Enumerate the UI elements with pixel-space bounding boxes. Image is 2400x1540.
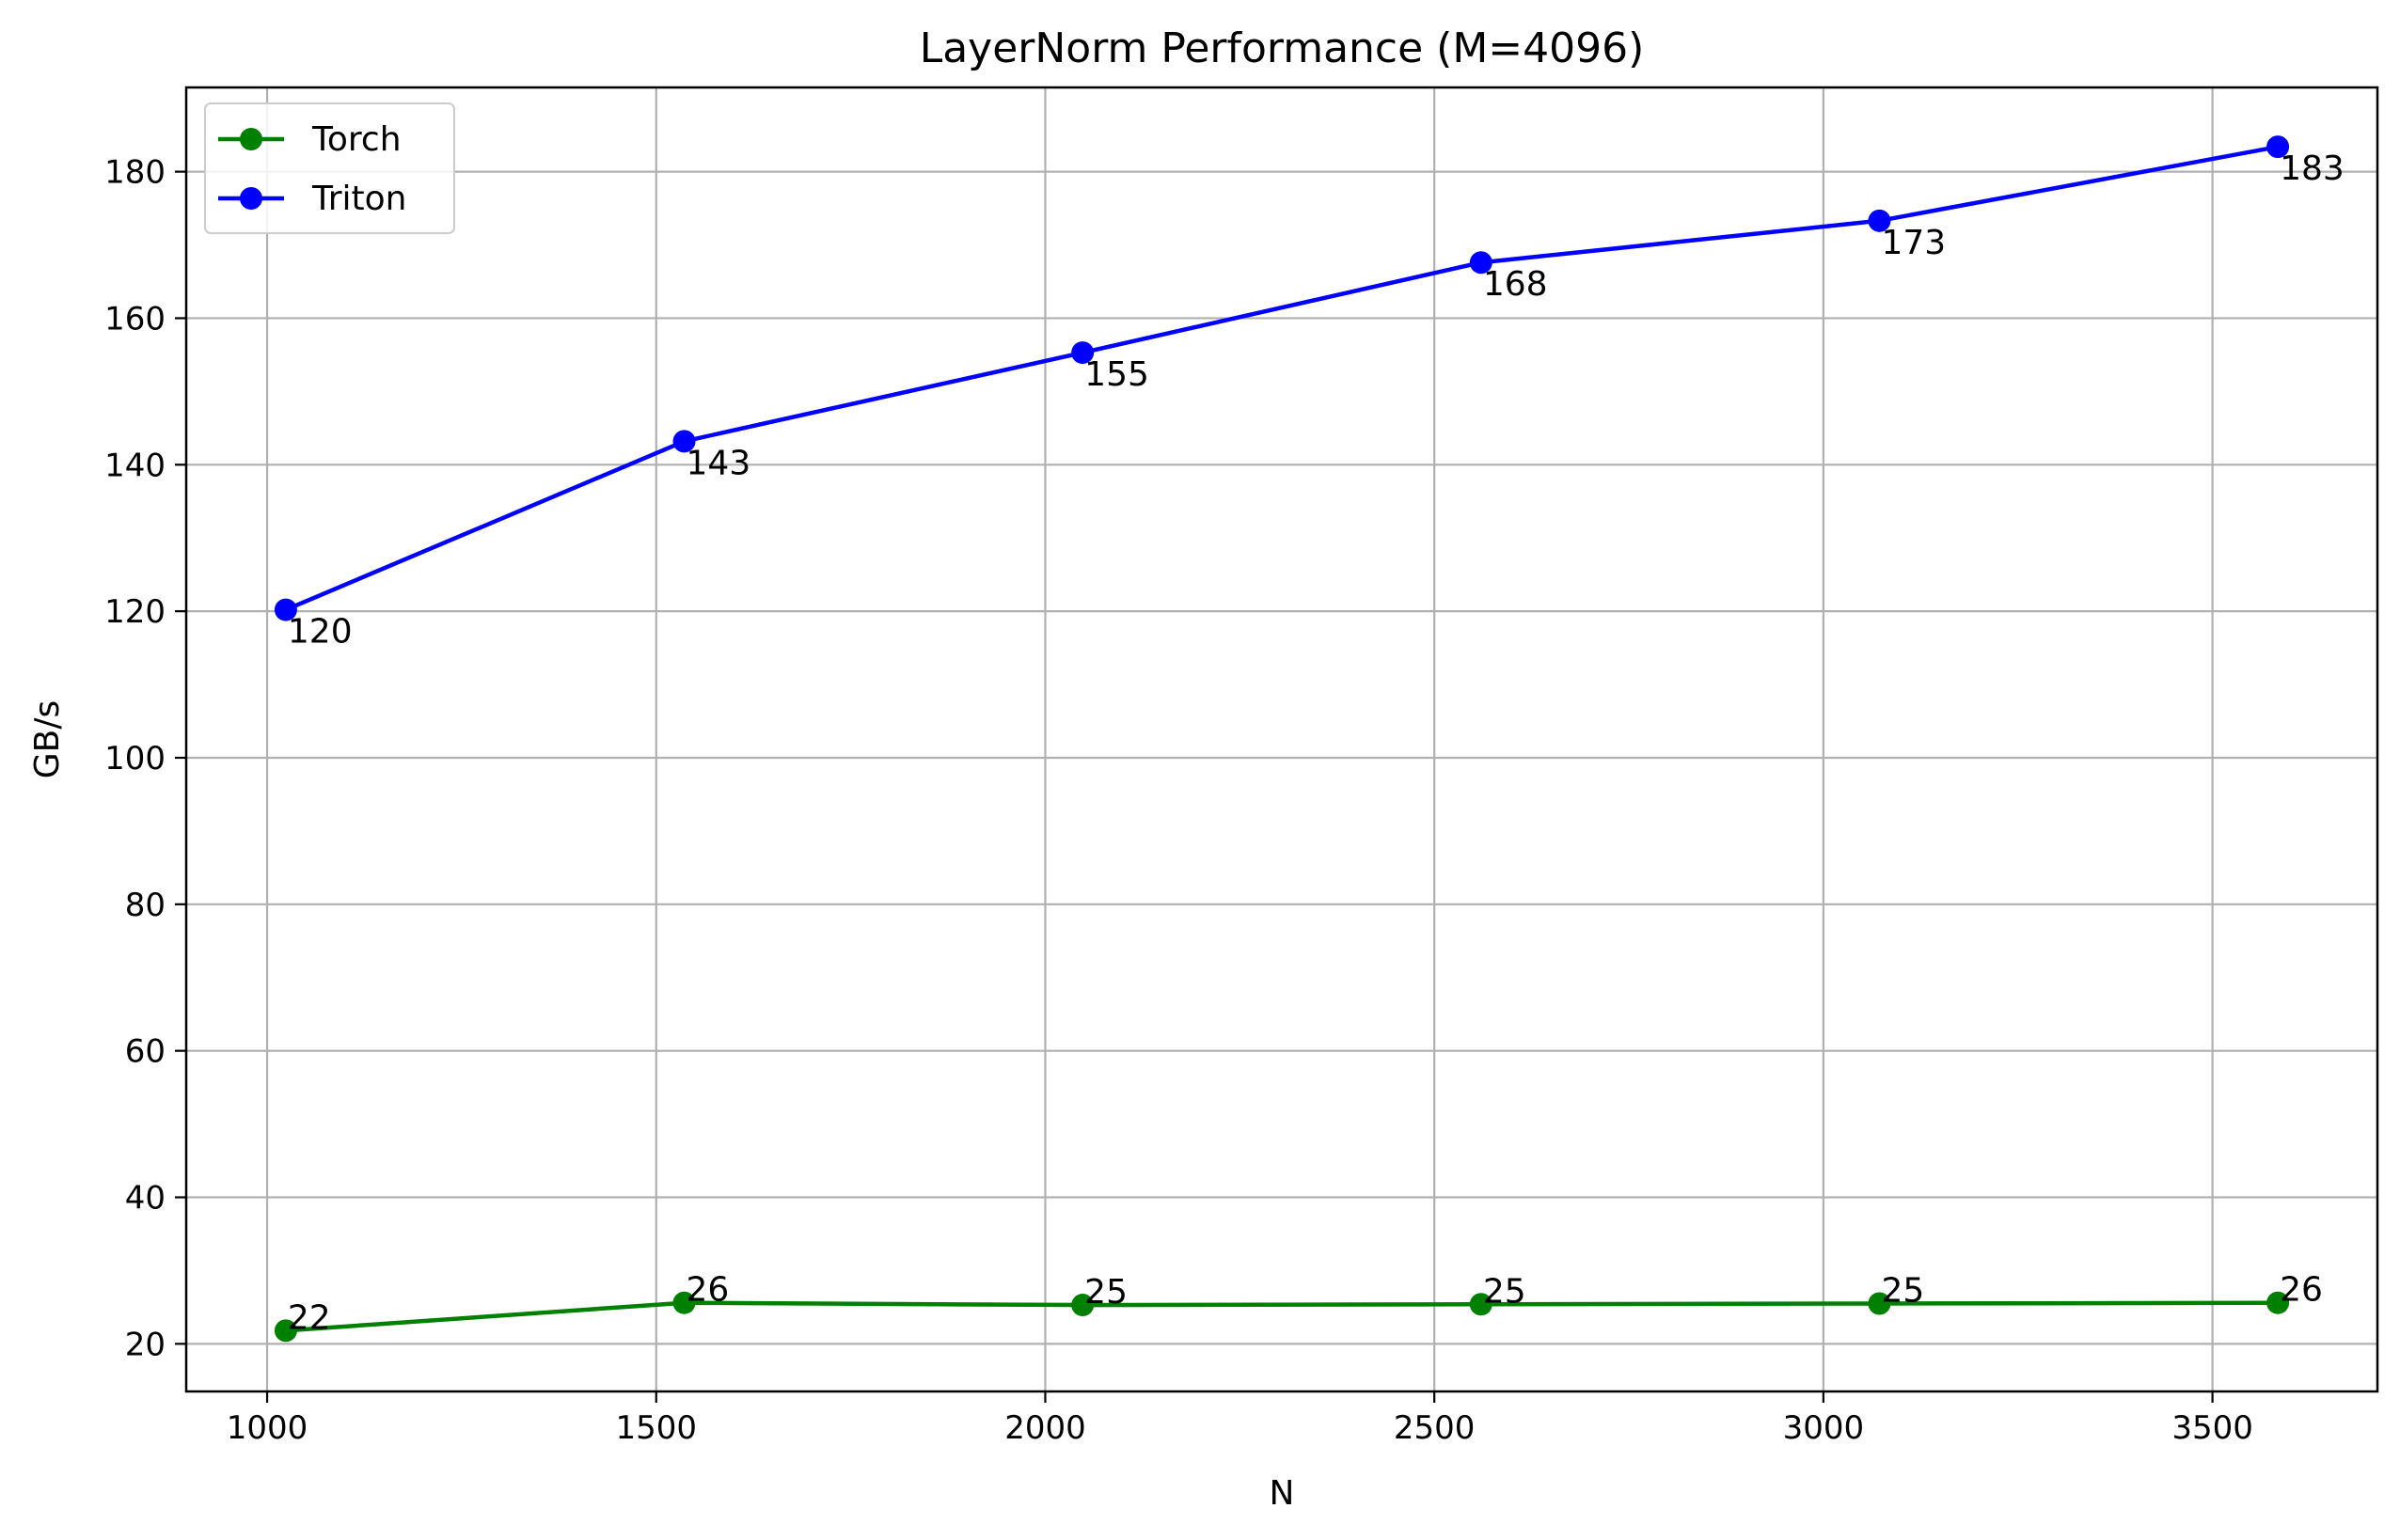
data-label: 25	[1881, 1271, 1924, 1310]
data-point	[274, 1319, 297, 1343]
data-point	[1071, 1294, 1095, 1317]
x-tick-label: 1500	[615, 1409, 697, 1447]
data-point	[1868, 209, 1891, 232]
legend-marker	[240, 128, 262, 150]
data-label: 155	[1084, 355, 1149, 394]
y-tick-label: 140	[104, 447, 166, 484]
x-tick-label: 2000	[1004, 1409, 1086, 1447]
x-tick-label: 2500	[1394, 1409, 1476, 1447]
data-point	[1469, 1293, 1492, 1316]
series-layer: 22 26 25 25 25 26 120 143 155 168 173 183	[274, 135, 2345, 1343]
series-torch: 22 26 25 25 25 26	[274, 1271, 2323, 1343]
y-tick-label: 40	[125, 1180, 166, 1218]
legend-marker	[240, 187, 262, 210]
data-point	[274, 598, 297, 621]
legend-label: Torch	[311, 120, 402, 159]
data-point	[2266, 1291, 2290, 1314]
y-tick-label: 180	[104, 154, 166, 192]
x-tick-label: 1000	[227, 1409, 308, 1447]
data-point	[1469, 251, 1492, 275]
data-point	[1071, 341, 1095, 365]
data-label: 22	[288, 1298, 331, 1337]
plot-frame	[184, 86, 2379, 1393]
y-axis-label: GB/s	[28, 700, 67, 778]
y-tick-label: 80	[125, 887, 166, 924]
data-label: 25	[1084, 1273, 1128, 1312]
series-line	[285, 1300, 2279, 1333]
legend-box	[204, 102, 455, 234]
data-label: 25	[1483, 1272, 1526, 1311]
data-point	[672, 1291, 696, 1314]
data-label: 173	[1881, 224, 1946, 262]
series-line	[285, 144, 2279, 612]
axes: 1000 1500 2000 2500 3000 3500 20 40 60 80 100 120 14…	[104, 154, 2253, 1447]
x-tick-label: 3000	[1783, 1409, 1865, 1447]
y-tick-label: 100	[104, 740, 166, 778]
data-label: 26	[2280, 1271, 2323, 1310]
x-tick-label: 3500	[2171, 1409, 2253, 1447]
data-point	[672, 430, 696, 453]
grid	[186, 87, 2377, 1391]
legend-label: Triton	[311, 180, 406, 218]
data-label: 183	[2280, 149, 2345, 188]
y-tick-label: 60	[125, 1033, 166, 1071]
series-triton: 120 143 155 168 173 183	[274, 135, 2345, 652]
data-label: 26	[687, 1271, 730, 1310]
y-tick-label: 120	[104, 593, 166, 631]
y-tick-label: 20	[125, 1326, 166, 1363]
data-label: 168	[1483, 265, 1548, 304]
legend: Torch Triton	[204, 102, 455, 234]
data-point	[2266, 135, 2290, 159]
data-point	[1868, 1292, 1891, 1315]
x-axis-label: N	[1270, 1474, 1295, 1513]
chart-title: LayerNorm Performance (M=4096)	[920, 24, 1645, 72]
data-label: 143	[687, 444, 751, 482]
y-tick-label: 160	[104, 300, 166, 338]
data-label: 120	[288, 613, 353, 652]
